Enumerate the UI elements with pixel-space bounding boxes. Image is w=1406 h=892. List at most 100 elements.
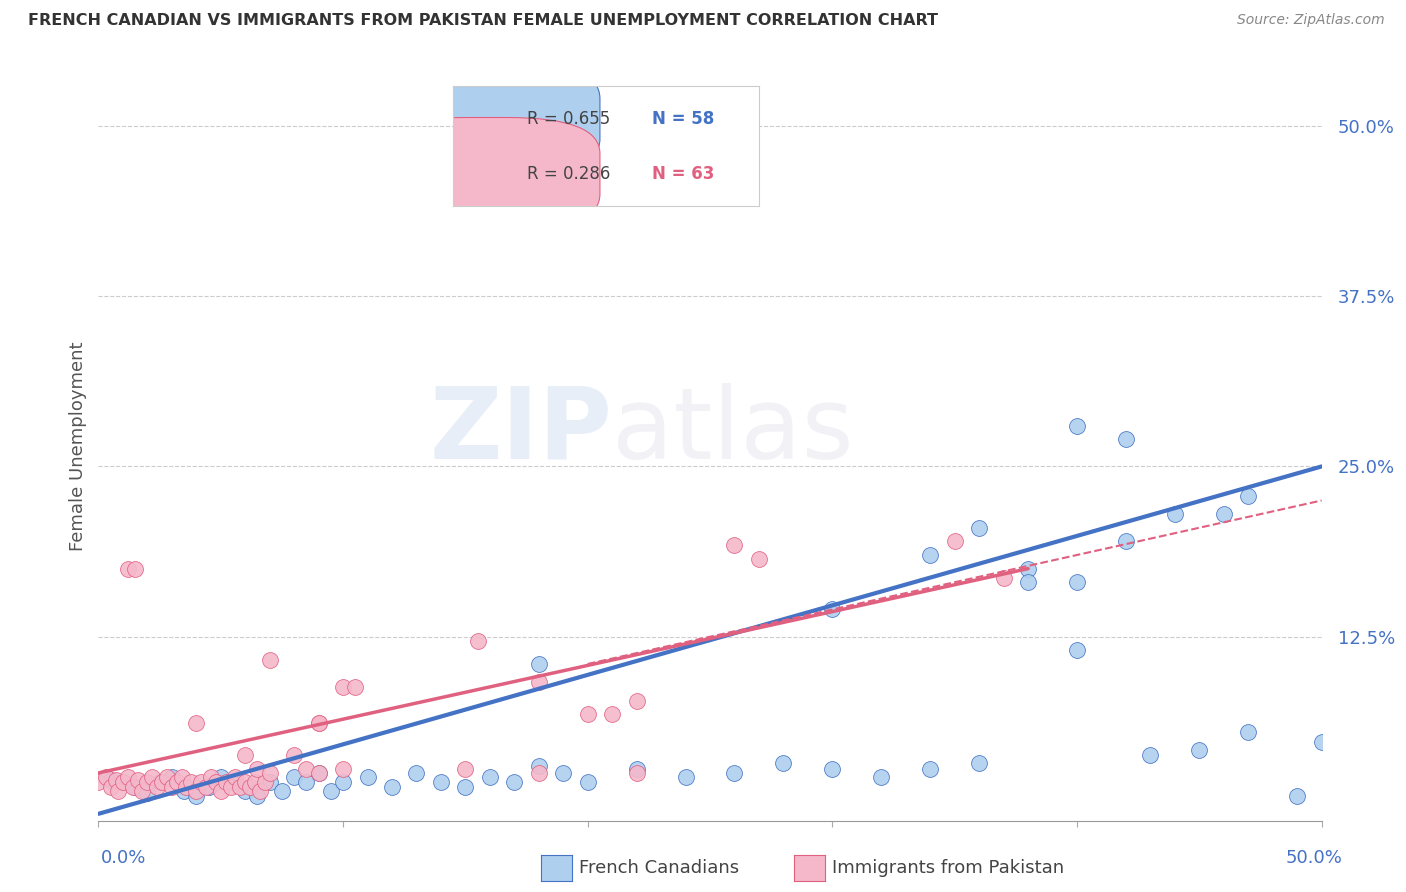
Point <box>1017 561 1039 575</box>
Point <box>219 780 242 794</box>
Point <box>576 707 599 722</box>
Point <box>186 783 208 797</box>
Point <box>176 780 198 794</box>
Point <box>1212 507 1234 521</box>
Point <box>124 561 146 575</box>
Point <box>156 770 179 784</box>
Point <box>224 770 246 784</box>
Point <box>94 770 117 784</box>
Point <box>821 602 844 616</box>
Point <box>233 783 256 797</box>
Point <box>190 775 212 789</box>
Point <box>626 766 648 780</box>
Point <box>748 552 770 566</box>
Point <box>1286 789 1309 804</box>
Point <box>127 772 149 787</box>
Point <box>920 762 942 776</box>
Point <box>467 633 489 648</box>
Point <box>943 534 966 549</box>
Point <box>197 780 219 794</box>
Point <box>576 775 599 789</box>
Point <box>553 766 575 780</box>
Point <box>270 783 294 797</box>
Point <box>186 789 208 804</box>
Point <box>243 775 266 789</box>
Point <box>454 762 477 776</box>
Point <box>111 775 134 789</box>
Point <box>233 748 256 763</box>
Point <box>214 775 236 789</box>
Point <box>1310 734 1333 748</box>
Point <box>344 680 367 694</box>
Point <box>1237 725 1260 739</box>
Point <box>100 780 122 794</box>
Text: ZIP: ZIP <box>429 383 612 480</box>
Point <box>100 772 122 787</box>
Point <box>308 715 330 730</box>
Point <box>259 775 281 789</box>
Point <box>233 775 256 789</box>
Point <box>1237 490 1260 504</box>
Point <box>1139 748 1161 763</box>
Text: Source: ZipAtlas.com: Source: ZipAtlas.com <box>1237 13 1385 28</box>
Point <box>1066 643 1088 657</box>
Point <box>259 766 281 780</box>
Point <box>356 770 378 784</box>
Point <box>259 653 281 667</box>
Text: Immigrants from Pakistan: Immigrants from Pakistan <box>832 859 1064 877</box>
Point <box>170 770 193 784</box>
Point <box>967 756 990 771</box>
Y-axis label: Female Unemployment: Female Unemployment <box>69 342 87 550</box>
Point <box>1066 418 1088 433</box>
Text: French Canadians: French Canadians <box>579 859 740 877</box>
Point <box>209 783 232 797</box>
Point <box>160 770 183 784</box>
Point <box>1115 534 1137 549</box>
Point <box>319 783 342 797</box>
Point <box>1017 575 1039 590</box>
Point <box>675 770 697 784</box>
Point <box>723 538 745 552</box>
Point <box>246 762 269 776</box>
Point <box>239 780 262 794</box>
Point <box>1164 507 1187 521</box>
Point <box>186 715 208 730</box>
Point <box>527 674 550 689</box>
Point <box>283 770 305 784</box>
Point <box>920 548 942 562</box>
Point <box>1066 575 1088 590</box>
Point <box>430 775 453 789</box>
Point <box>222 775 245 789</box>
Point <box>200 770 222 784</box>
Point <box>136 786 159 800</box>
Point <box>308 715 330 730</box>
Point <box>1188 743 1211 757</box>
Point <box>283 748 305 763</box>
Point <box>527 759 550 773</box>
Point <box>205 775 228 789</box>
Point <box>478 770 501 784</box>
Point <box>381 780 404 794</box>
Point <box>993 571 1015 585</box>
Point <box>870 770 893 784</box>
Text: atlas: atlas <box>612 383 853 480</box>
Point <box>246 789 269 804</box>
Point <box>124 780 146 794</box>
Point <box>160 780 183 794</box>
Point <box>600 707 623 722</box>
Point <box>503 775 526 789</box>
Point <box>723 766 745 780</box>
Point <box>626 694 648 708</box>
Point <box>626 762 648 776</box>
Point <box>229 780 252 794</box>
Point <box>527 766 550 780</box>
Point <box>166 775 188 789</box>
Point <box>821 762 844 776</box>
Point <box>454 780 477 794</box>
Point <box>136 775 159 789</box>
Point <box>107 783 129 797</box>
Point <box>150 775 173 789</box>
Point <box>195 780 218 794</box>
Point <box>405 766 427 780</box>
Point <box>527 657 550 671</box>
